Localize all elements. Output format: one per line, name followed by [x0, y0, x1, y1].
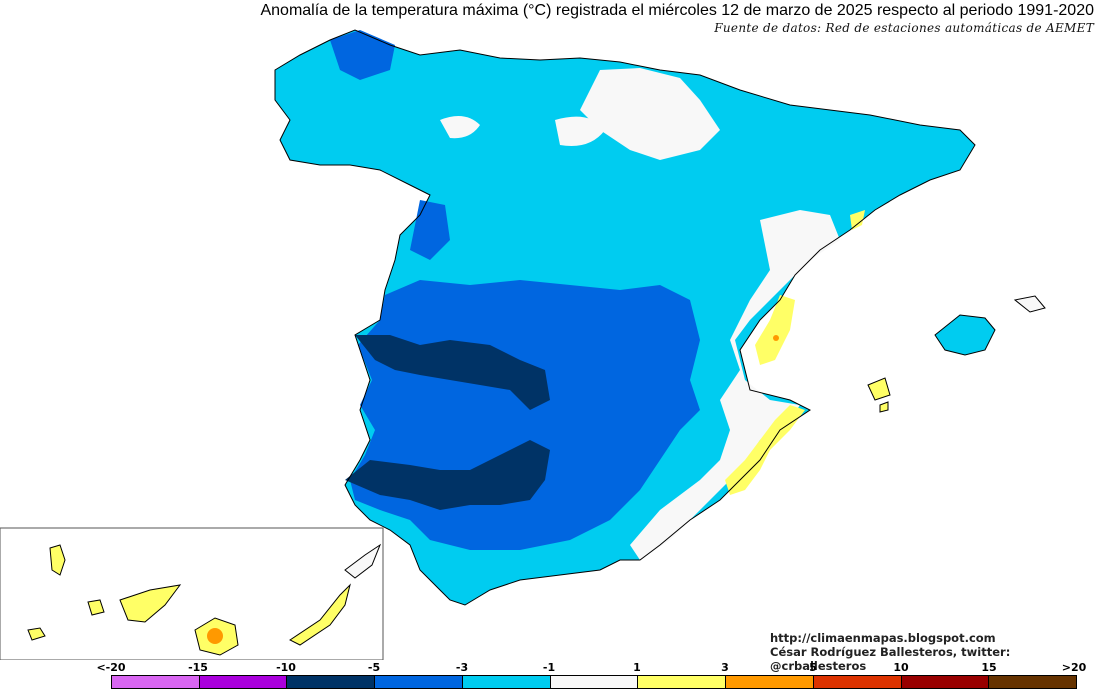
data-source: Fuente de datos: Red de estaciones autom… — [714, 21, 1094, 35]
canary-inset-frame — [0, 527, 384, 660]
legend-swatch-9 — [813, 676, 902, 688]
legend-swatch-5 — [462, 676, 551, 688]
blog-credit: http://climaenmapas.blogspot.com — [770, 631, 996, 645]
map-title: Anomalía de la temperatura máxima (°C) r… — [260, 2, 1094, 19]
tenerife-island — [119, 584, 182, 623]
legend-label-3: -10 — [276, 661, 296, 674]
legend-label-1: <-20 — [96, 661, 126, 674]
legend-label-7: 1 — [633, 661, 641, 674]
alicante-warm-area — [725, 405, 805, 495]
mallorca-island — [934, 314, 996, 356]
la-gomera-island — [87, 599, 105, 616]
northeast-neutral-area — [580, 68, 720, 160]
east-neutral-area — [630, 210, 840, 560]
author-credit: César Rodríguez Ballesteros, twitter: @c… — [770, 645, 1011, 673]
gran-canaria-warmer-spot — [207, 628, 223, 644]
legend-label-8: 3 — [721, 661, 729, 674]
legend-label-10: 10 — [893, 661, 909, 674]
legend-swatch-11 — [989, 676, 1077, 688]
legend-swatch-8 — [726, 676, 814, 688]
la-palma-island — [49, 544, 66, 576]
menorca-island — [1013, 295, 1046, 313]
legend-label-11: 15 — [981, 661, 997, 674]
legend-label-12: >20 — [1061, 661, 1087, 674]
valencia-warmer-spot — [773, 335, 779, 341]
legend-label-6: -1 — [542, 661, 556, 674]
legend-swatch-3 — [287, 676, 376, 688]
legend-label-4: -5 — [367, 661, 381, 674]
legend-label-5: -3 — [455, 661, 469, 674]
galicia-cold-area — [330, 30, 395, 80]
fuerteventura-island — [289, 583, 351, 646]
andalucia-very-cold-area — [345, 440, 550, 510]
castilla-neutral-spot — [555, 116, 605, 146]
extremadura-very-cold-area — [355, 335, 550, 410]
legend-swatch-10 — [901, 676, 990, 688]
legend-swatch-6 — [550, 676, 639, 688]
legend-swatch-4 — [375, 676, 463, 688]
valencia-warm-area — [755, 295, 795, 365]
galicia-neutral-spot — [440, 116, 480, 139]
legend-color-bar — [111, 675, 1077, 689]
legend-swatch-7 — [638, 676, 727, 688]
formentera-island — [879, 401, 889, 413]
peninsula-outline — [274, 29, 976, 606]
anomaly-map — [0, 29, 1046, 660]
el-hierro-island — [27, 627, 46, 641]
legend-swatch-1 — [112, 676, 200, 688]
legend-label-2: -15 — [188, 661, 208, 674]
legend-label-9: 5 — [809, 661, 817, 674]
lanzarote-island — [344, 543, 382, 579]
catalonia-warm-spot — [850, 210, 865, 230]
legend-swatch-2 — [199, 676, 288, 688]
ibiza-island — [867, 377, 891, 401]
legend-labels: <-20 -15 -10 -5 -3 -1 1 3 5 10 15 >20 — [0, 661, 1098, 675]
